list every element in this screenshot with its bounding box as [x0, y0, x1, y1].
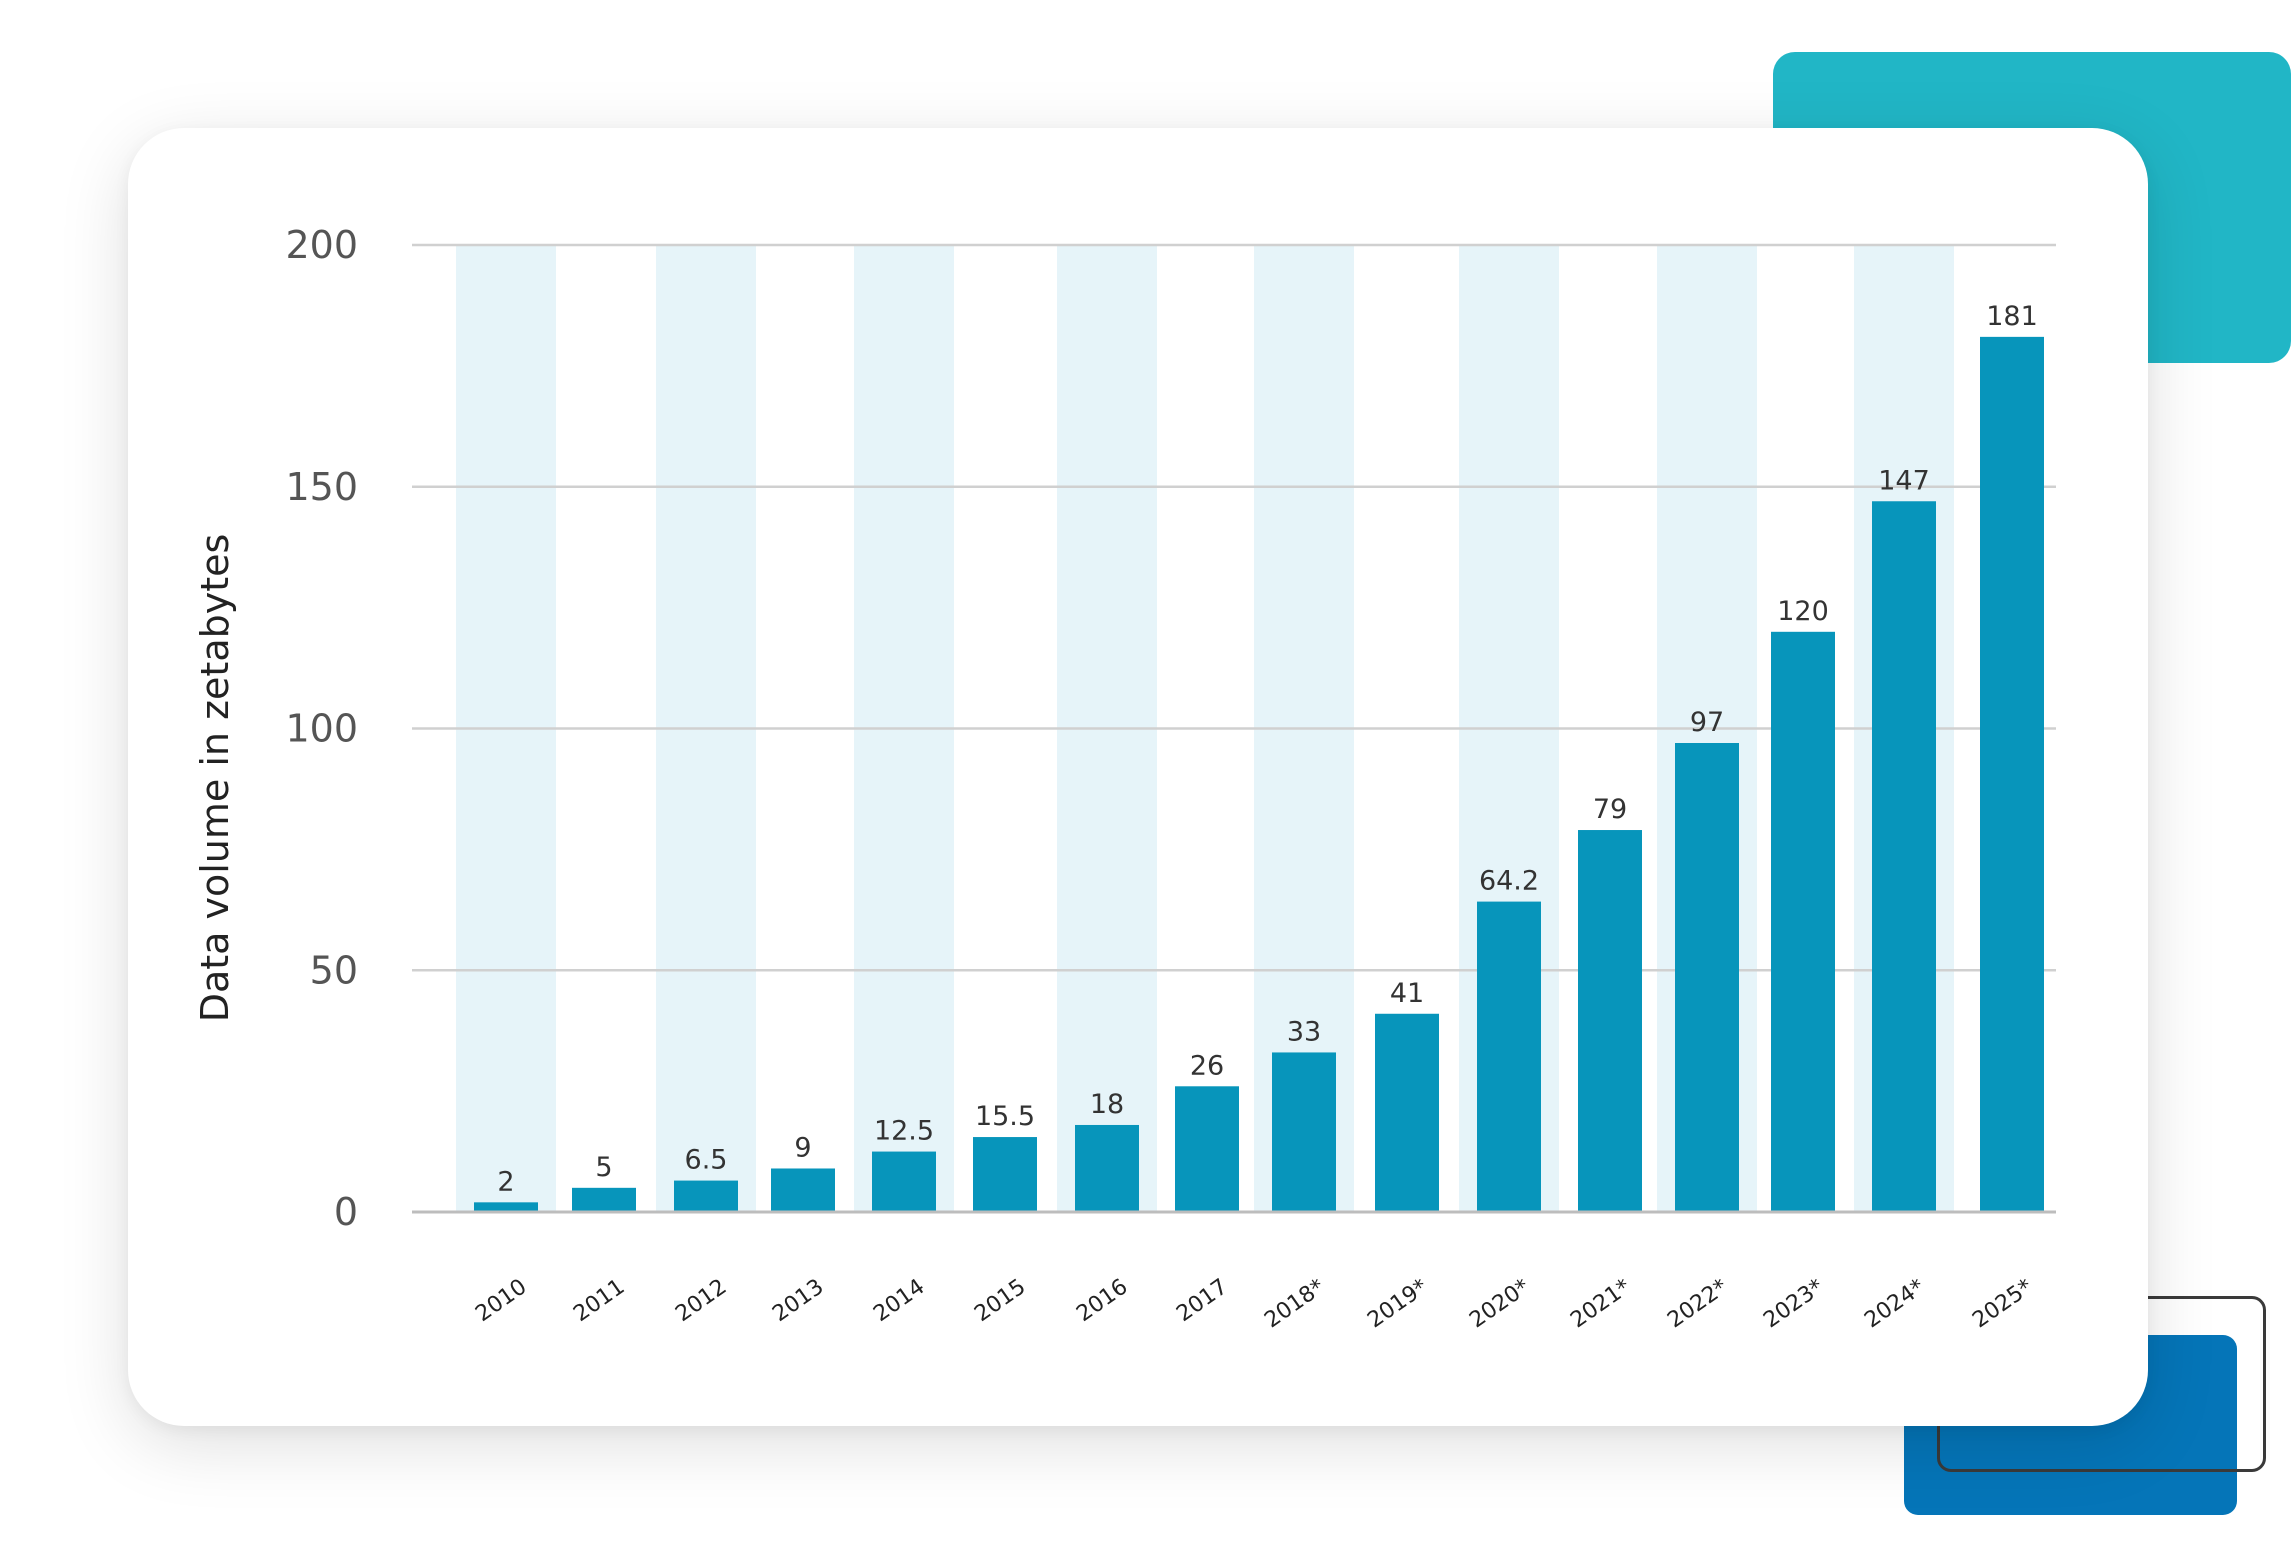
y-tick-label: 50: [310, 948, 358, 992]
x-tick-label: 2020*: [1465, 1274, 1534, 1333]
x-tick-label: 2021*: [1566, 1274, 1635, 1333]
bar-value-label: 15.5: [975, 1101, 1035, 1132]
x-tick-label: 2025*: [1968, 1274, 2037, 1333]
y-tick-label: 150: [285, 465, 358, 509]
x-tick-label: 2011: [569, 1274, 629, 1327]
bar: [1375, 1013, 1439, 1212]
bar: [872, 1151, 936, 1212]
bar-value-label: 147: [1878, 465, 1930, 496]
gridlines: [412, 243, 2056, 972]
x-tick-label: 2010: [471, 1274, 531, 1327]
bar: [1272, 1052, 1336, 1212]
bar: [1980, 336, 2044, 1212]
bar: [674, 1180, 738, 1212]
x-tick-label: 2018*: [1260, 1274, 1329, 1333]
x-tick-label: 2016: [1072, 1274, 1132, 1327]
bar-value-label: 181: [1986, 301, 2038, 332]
bar: [1578, 830, 1642, 1212]
bar: [1477, 901, 1541, 1212]
bar-value-label: 2: [497, 1166, 514, 1197]
bar-value-label: 41: [1390, 978, 1424, 1009]
bar-value-label: 18: [1090, 1089, 1124, 1120]
y-tick-label: 100: [285, 707, 358, 751]
bar-value-label: 79: [1593, 794, 1627, 825]
bar-value-label: 6.5: [685, 1145, 728, 1176]
bar: [1872, 501, 1936, 1212]
bar: [572, 1187, 636, 1212]
y-tick-label: 200: [285, 223, 358, 267]
x-tick-label: 2013: [768, 1274, 828, 1327]
bar: [1175, 1086, 1239, 1212]
bar-value-label: 64.2: [1479, 866, 1539, 897]
bar: [1771, 631, 1835, 1212]
bar: [1075, 1124, 1139, 1212]
bar-value-label: 5: [595, 1152, 612, 1183]
x-tick-label: 2015: [970, 1274, 1030, 1327]
bar: [474, 1202, 538, 1212]
bar-value-label: 26: [1190, 1050, 1224, 1081]
value-labels: 2 5 6.5 9 12.5 15.5 18 26 33 41 64.2 79 97 120 147 181: [497, 301, 2037, 1197]
bar-value-label: 33: [1287, 1016, 1321, 1047]
bar: [771, 1168, 835, 1212]
y-tick-label: 0: [334, 1190, 358, 1234]
x-tick-label: 2023*: [1759, 1274, 1828, 1333]
bars: [474, 336, 2044, 1212]
x-tick-label: 2024*: [1860, 1274, 1929, 1333]
bar-value-label: 120: [1777, 596, 1829, 627]
bar: [973, 1137, 1037, 1212]
bar: [1675, 743, 1739, 1212]
x-tick-label: 2017: [1172, 1274, 1232, 1327]
x-axis-labels: 2010 2011 2012 2013 2014 2015 2016 2017 2018* 201…: [471, 1274, 2037, 1333]
x-tick-label: 2012: [671, 1274, 731, 1327]
y-axis-ticks: 0 50 100 150 200: [285, 223, 358, 1234]
bar-value-label: 12.5: [874, 1116, 934, 1147]
x-tick-label: 2014: [869, 1274, 929, 1327]
x-tick-label: 2019*: [1363, 1274, 1432, 1333]
y-axis-title: Data volume in zetabytes: [193, 534, 237, 1023]
bar-value-label: 9: [794, 1132, 811, 1163]
x-tick-label: 2022*: [1663, 1274, 1732, 1333]
bar-value-label: 97: [1690, 707, 1724, 738]
